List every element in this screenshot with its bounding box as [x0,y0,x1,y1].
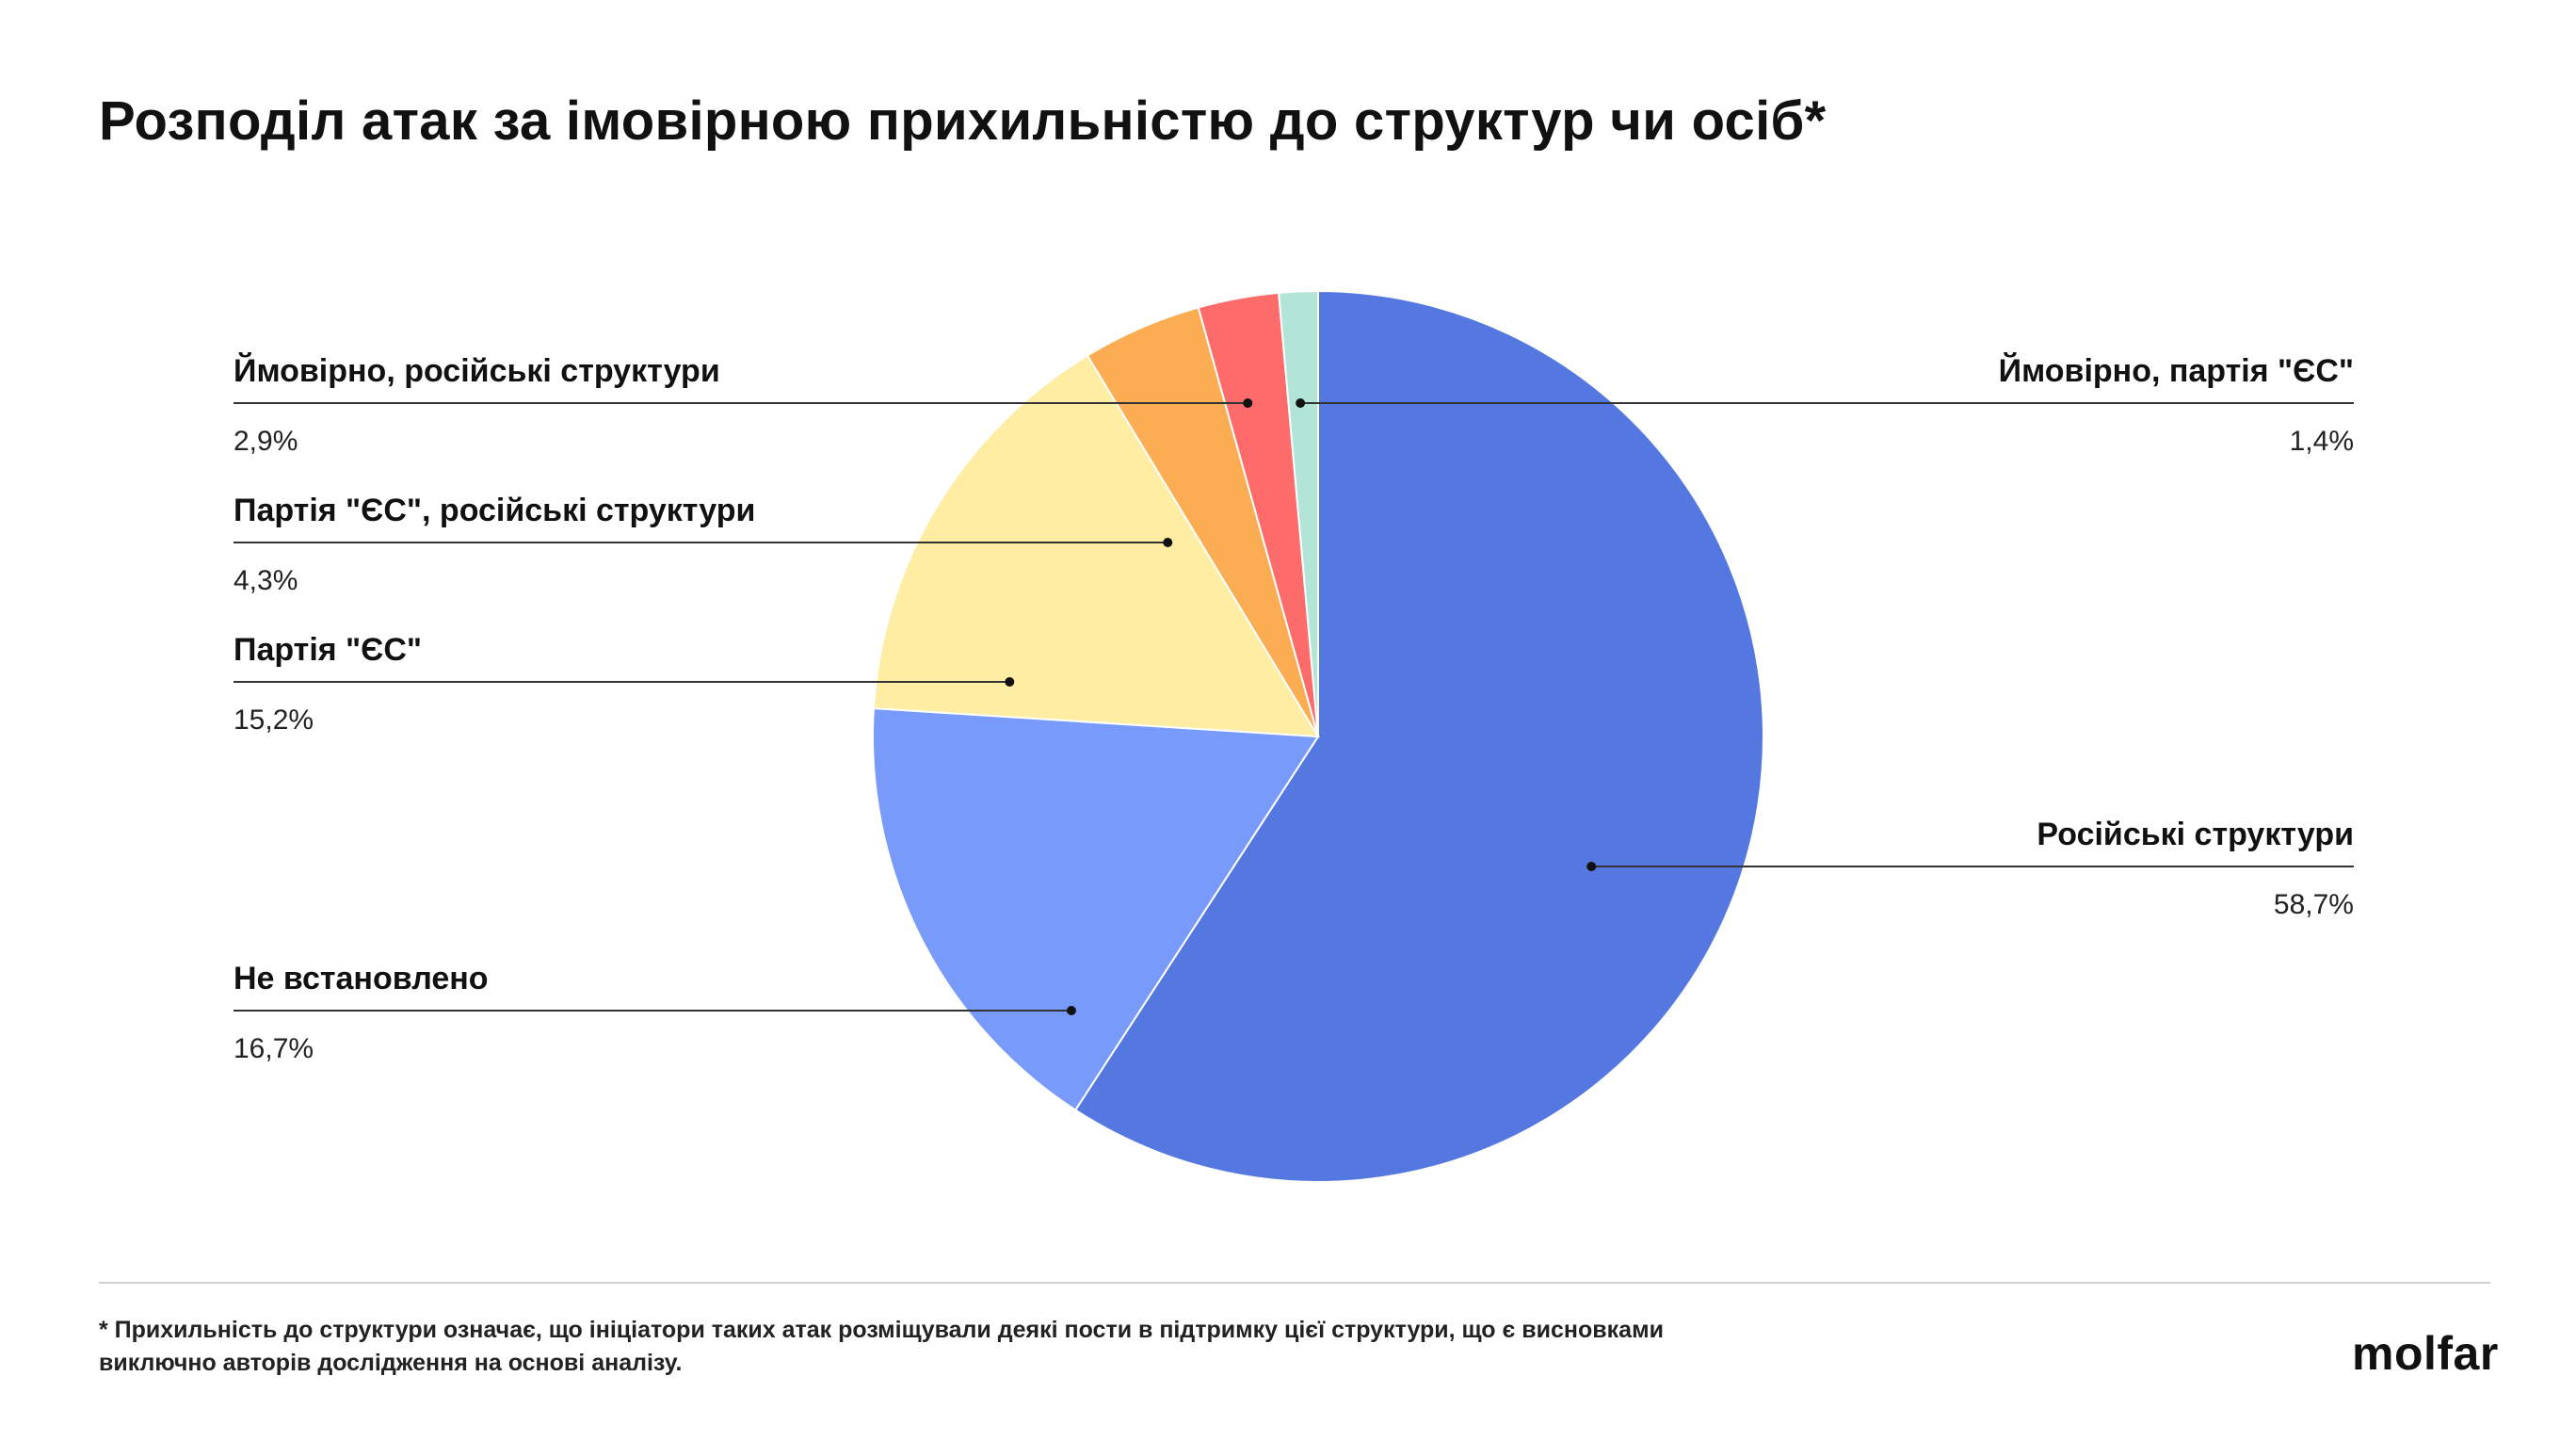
footer-divider [99,1282,2490,1284]
pie-slice-0 [1073,289,1764,1183]
pie-slice-1 [872,706,1320,1111]
slice-value-1: 16,7% [233,1033,314,1064]
callout-4: Ймовірно, російські структури 2,9% [233,352,1253,457]
callout-dot-5 [1296,398,1306,408]
chart-title: Розподіл атак за імовірною прихильністю … [99,90,1827,152]
footnote: * Прихильність до структури означає, що … [99,1317,1664,1376]
molfar-logo: molfar [2352,1327,2499,1380]
slice-label-4: Ймовірно, російські структури [233,352,720,389]
callout-dot-4 [1243,398,1253,408]
slice-label-3: Партія "ЄС", російські структури [233,493,755,528]
callout-1: Не встановлено 16,7% [233,961,1076,1064]
callout-3: Партія "ЄС", російські структури 4,3% [233,493,1173,596]
slice-value-4: 2,9% [233,426,298,457]
slice-value-2: 15,2% [233,704,314,736]
slice-label-0: Російські структури [2037,817,2354,852]
callout-dot-3 [1163,538,1173,547]
callout-dot-2 [1005,677,1015,687]
slice-value-5: 1,4% [2290,426,2354,457]
pie-slice-2 [872,354,1320,738]
slice-label-1: Не встановлено [233,961,489,996]
callout-dot-0 [1586,862,1597,871]
slice-label-2: Партія "ЄС" [233,632,422,668]
slice-value-0: 58,7% [2274,889,2354,920]
callout-5: Ймовірно, партія "ЄС" 1,4% [1296,352,2354,457]
callout-2: Партія "ЄС" 15,2% [233,632,1015,736]
slice-label-5: Ймовірно, партія "ЄС" [1999,352,2354,389]
callout-0: Російські структури 58,7% [1586,817,2354,920]
callout-dot-1 [1066,1006,1076,1015]
slice-value-3: 4,3% [233,565,298,596]
